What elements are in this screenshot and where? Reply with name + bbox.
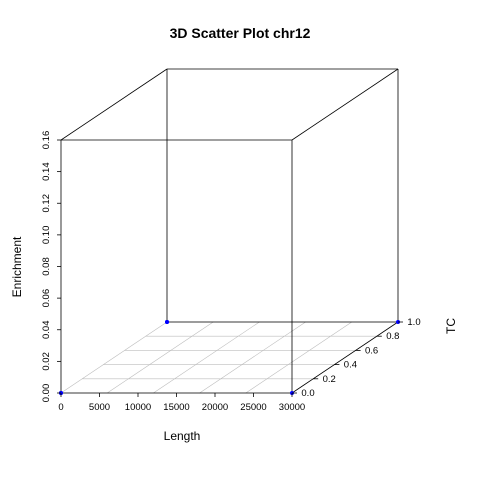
data-points bbox=[59, 320, 400, 395]
y-tick-label: 0.06 bbox=[41, 289, 52, 308]
z-tick-label: 0.8 bbox=[386, 331, 399, 342]
x-tick-label: 30000 bbox=[279, 402, 305, 413]
data-point bbox=[165, 320, 169, 324]
grid-line bbox=[245, 321, 352, 394]
z-tick-label: 0.4 bbox=[344, 360, 357, 371]
grid-line bbox=[60, 321, 168, 394]
box-edge bbox=[291, 321, 399, 394]
x-tick-label: 0 bbox=[58, 402, 63, 413]
axis-ticks: 0 5000 10000 15000 20000 25000 30000 0.00 0.02 0.… bbox=[41, 131, 421, 413]
y-tick-label: 0.14 bbox=[41, 162, 52, 181]
chart-title: 3D Scatter Plot chr12 bbox=[170, 25, 311, 41]
y-tick-label: 0.04 bbox=[41, 321, 52, 340]
y-axis-label: Enrichment bbox=[10, 236, 24, 297]
grid-line bbox=[199, 321, 306, 394]
z-tick-label: 0.0 bbox=[301, 388, 314, 399]
box-edge bbox=[291, 68, 399, 141]
y-tick-label: 0.10 bbox=[41, 226, 52, 245]
x-tick-label: 20000 bbox=[202, 402, 228, 413]
y-tick-label: 0.00 bbox=[41, 384, 52, 403]
box-edge bbox=[60, 68, 168, 141]
y-tick-label: 0.02 bbox=[41, 352, 52, 371]
y-tick-label: 0.08 bbox=[41, 257, 52, 276]
z-tick-label: 1.0 bbox=[407, 317, 420, 328]
z-tick-label: 0.6 bbox=[365, 345, 378, 356]
grid-line bbox=[153, 321, 260, 394]
z-axis-label: TC bbox=[444, 318, 458, 334]
y-tick-label: 0.12 bbox=[41, 194, 52, 213]
grid-line bbox=[107, 321, 214, 394]
plot-box bbox=[60, 68, 399, 394]
floor-grid bbox=[60, 321, 399, 394]
x-axis-label: Length bbox=[164, 429, 201, 443]
x-tick-label: 25000 bbox=[240, 402, 266, 413]
z-tick-label: 0.2 bbox=[323, 374, 336, 385]
y-tick-label: 0.16 bbox=[41, 131, 52, 150]
x-tick-label: 5000 bbox=[89, 402, 110, 413]
x-tick-label: 10000 bbox=[125, 402, 151, 413]
x-tick-label: 15000 bbox=[163, 402, 189, 413]
